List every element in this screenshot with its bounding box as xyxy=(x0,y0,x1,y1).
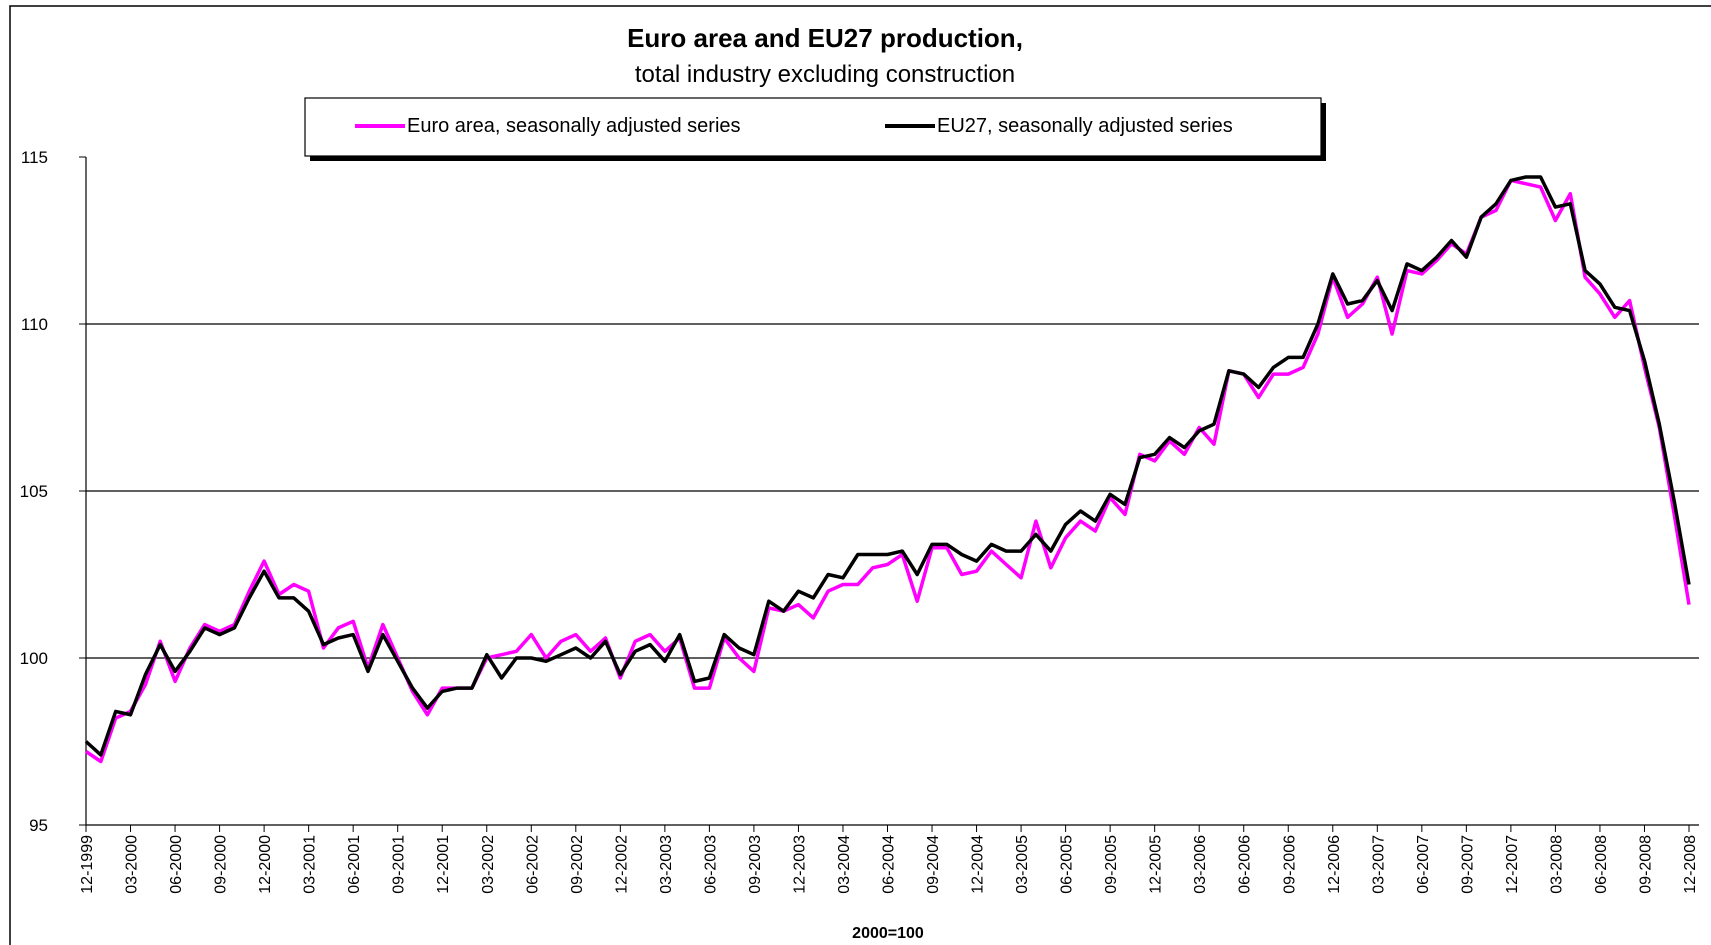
x-tick-label: 06-2008 xyxy=(1593,835,1610,894)
x-tick-label: 03-2008 xyxy=(1548,835,1565,894)
x-tick-label: 12-2008 xyxy=(1682,835,1699,894)
x-tick-label: 09-2000 xyxy=(213,835,230,894)
x-tick-label: 09-2007 xyxy=(1459,835,1476,894)
x-tick-label: 06-2004 xyxy=(881,835,898,894)
x-tick-label: 06-2005 xyxy=(1059,835,1076,894)
x-tick-label: 09-2004 xyxy=(925,835,942,894)
y-tick-label: 115 xyxy=(21,148,48,167)
x-tick-label: 09-2001 xyxy=(391,835,408,894)
x-tick-label: 03-2007 xyxy=(1370,835,1387,894)
x-tick-label: 12-2004 xyxy=(970,835,987,894)
legend-label: EU27, seasonally adjusted series xyxy=(937,115,1233,137)
x-tick-label: 12-1999 xyxy=(79,835,96,894)
y-tick-label: 100 xyxy=(20,649,48,668)
x-tick-label: 03-2005 xyxy=(1014,835,1031,894)
legend-box xyxy=(304,97,1322,157)
x-tick-label: 12-2007 xyxy=(1504,835,1521,894)
annotation: 2000=100 xyxy=(852,925,924,942)
x-tick-label: 03-2002 xyxy=(480,835,497,894)
x-tick-label: 03-2003 xyxy=(658,835,675,894)
x-tick-label: 06-2006 xyxy=(1237,835,1254,894)
x-tick-label: 06-2001 xyxy=(346,835,363,894)
x-tick-label: 12-2005 xyxy=(1148,835,1165,894)
y-tick-label: 95 xyxy=(29,816,48,835)
x-tick-label: 12-2000 xyxy=(257,835,274,894)
x-tick-label: 12-2001 xyxy=(435,835,452,894)
x-tick-label: 03-2004 xyxy=(836,835,853,894)
chart-subtitle: total industry excluding construction xyxy=(635,61,1015,88)
x-tick-label: 09-2008 xyxy=(1637,835,1654,894)
x-tick-label: 09-2005 xyxy=(1103,835,1120,894)
legend: Euro area, seasonally adjusted series EU2… xyxy=(355,115,1233,137)
x-tick-label: 09-2003 xyxy=(747,835,764,894)
series-line xyxy=(84,175,1691,757)
x-tick-label: 03-2006 xyxy=(1192,835,1209,894)
x-tick-label: 06-2003 xyxy=(702,835,719,894)
x-tick-label: 12-2003 xyxy=(791,835,808,894)
x-tick-label: 12-2006 xyxy=(1326,835,1343,894)
x-tick-label: 06-2007 xyxy=(1415,835,1432,894)
x-tick-label: 12-2002 xyxy=(613,835,630,894)
x-tick-label: 06-2002 xyxy=(524,835,541,894)
x-tick-label: 09-2006 xyxy=(1281,835,1298,894)
y-tick-label: 105 xyxy=(20,482,48,501)
chart-frame xyxy=(9,5,1711,945)
x-tick-label: 09-2002 xyxy=(569,835,586,894)
series-line xyxy=(85,178,1691,764)
legend-label: Euro area, seasonally adjusted series xyxy=(407,115,741,137)
y-tick-label: 110 xyxy=(21,315,48,334)
x-tick-label: 03-2001 xyxy=(302,835,319,894)
x-tick-label: 06-2000 xyxy=(168,835,185,894)
chart-title: Euro area and EU27 production, xyxy=(627,23,1023,53)
x-tick-label: 03-2000 xyxy=(124,835,141,894)
